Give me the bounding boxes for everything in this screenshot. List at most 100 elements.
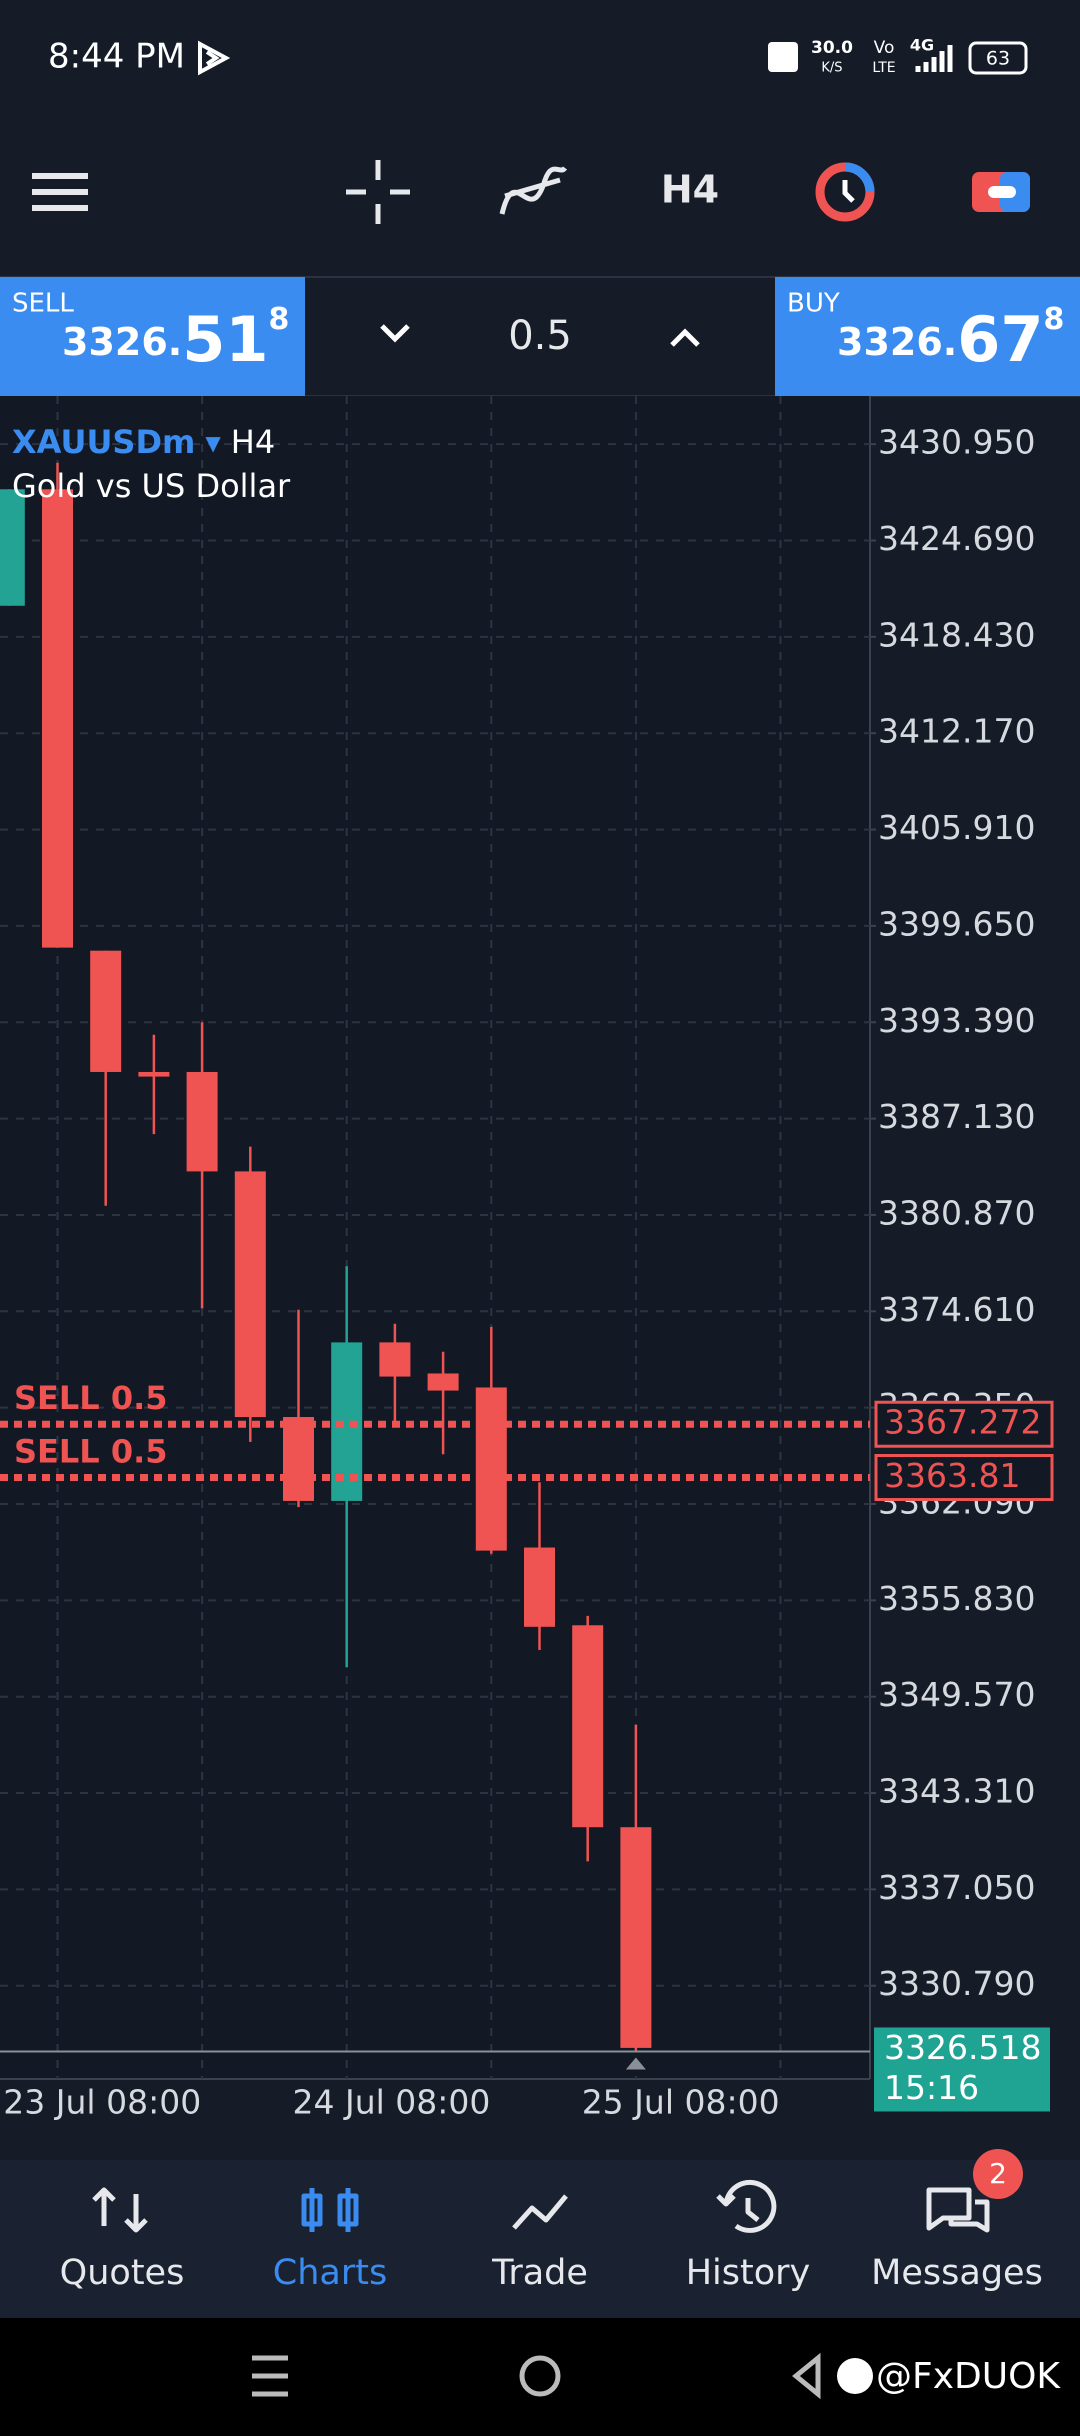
current-price-label: 3326.518 [884,2028,1041,2067]
sell-price-main: 3326. [62,320,182,364]
nav-items: Quotes Charts Trade History Messages 2 [60,2149,1043,2293]
order-label[interactable]: SELL 0.5 [14,1433,168,1471]
buy-button[interactable] [775,277,1080,396]
x-tick-label: 24 Jul 08:00 [293,2083,491,2122]
x-tick-label: 25 Jul 08:00 [582,2083,780,2122]
candle-body [572,1625,604,1828]
candle-body [379,1342,411,1377]
current-marker [625,2057,646,2070]
y-tick-label: 3387.130 [878,1097,1035,1136]
sell-price-big: 51 [182,303,268,376]
status-network: 4G [910,36,934,55]
system-bar [0,2318,1080,2436]
nav-label[interactable]: History [686,2253,811,2293]
candle-body [620,1827,652,2048]
symbol[interactable]: XAUUSDm [12,423,195,461]
sell-price: 3326.518 [62,302,289,377]
y-tick-label: 3343.310 [878,1772,1035,1811]
back-button[interactable] [792,2352,821,2400]
candle-body [427,1373,459,1391]
volume-down[interactable] [380,324,410,343]
nav-icon [301,2188,359,2232]
y-tick-label: 3430.950 [878,423,1035,462]
current-price-box [874,2027,1050,2112]
badge-count: 2 [989,2157,1007,2190]
order-price-label: 3367.272 [884,1403,1041,1442]
timeframe-button[interactable]: H4 [661,168,719,212]
nav-label[interactable]: Trade [491,2253,588,2293]
candle-body [42,489,73,948]
status-speed-unit: K/S [821,61,842,76]
y-tick-label: 3405.910 [878,808,1035,847]
watermark: @FxDUOK [876,2356,1061,2397]
status-time: 8:44 PM [48,37,185,77]
nav-icon [926,2187,990,2233]
chart-header: XAUUSDm ▼ H4 [12,423,275,461]
candle-body [0,489,25,606]
y-tick-label: 3349.570 [878,1675,1035,1714]
buy-price-big: 67 [957,303,1043,376]
volume-up[interactable] [670,328,700,347]
chart-subtitle: Gold vs US Dollar [12,467,291,505]
buy-price-sup: 8 [1043,302,1064,337]
buy-price: 3326.678 [837,302,1064,377]
menu-button[interactable] [32,173,88,211]
nav-icon [716,2179,777,2233]
candle-body [90,950,122,1072]
bottom-nav [0,2160,1080,2318]
indicators-button[interactable] [499,166,568,215]
candle-body [234,1171,266,1418]
buy-label: BUY [787,289,840,319]
status-speed: 30.0 [811,38,853,58]
battery-icon [968,41,1028,75]
facebook-icon [837,2358,873,2394]
objects-button-hand [842,180,855,203]
chart: 3430.950 3424.690 3418.430 3412.170 3405.910… [0,396,1054,2122]
order-price-box[interactable] [874,1454,1054,1502]
volume[interactable]: 0.5 [508,313,572,359]
sell-button[interactable] [0,277,305,396]
objects-button-arc [844,162,875,193]
status-icon [198,40,231,76]
crosshair-button[interactable] [346,160,410,224]
candle-body [524,1547,555,1627]
nav-icon [92,2187,148,2233]
sell-label: SELL [12,289,74,319]
home-button[interactable] [519,2355,561,2397]
nav-label[interactable]: Messages [871,2253,1043,2293]
status-volte: Vo [874,38,895,58]
order-price-box[interactable] [874,1400,1054,1448]
candle-body [186,1071,218,1172]
y-tick-label: 3399.650 [878,904,1035,943]
symbol-caret: ▼ [205,431,221,455]
nav-label[interactable]: Charts [273,2253,387,2293]
recents-button[interactable] [252,2355,288,2397]
candle-body [138,1071,170,1077]
badge [973,2149,1023,2199]
x-tick-label: 23 Jul 08:00 [3,2083,201,2122]
y-tick-label: 3337.050 [878,1868,1035,1907]
order-price-label: 3363.81 [884,1456,1020,1495]
y-tick-label: 3393.390 [878,1001,1035,1040]
chart-timeframe: H4 [231,423,275,461]
signal-icon [915,45,953,72]
sell-price-sup: 8 [268,302,289,337]
y-tick-label: 3418.430 [878,615,1035,654]
status-lte: LTE [872,60,895,76]
chart-area [0,396,870,2079]
nav-icon [512,2194,568,2230]
current-time-label: 15:16 [884,2068,979,2107]
y-tick-label: 3380.870 [878,1193,1035,1232]
nfc-icon [768,42,798,72]
y-tick-label: 3330.790 [878,1964,1035,2003]
nav-label[interactable]: Quotes [60,2253,185,2293]
battery-level: 63 [986,48,1010,70]
y-tick-label: 3424.690 [878,519,1035,558]
y-tick-label: 3355.830 [878,1579,1035,1618]
candle-body [475,1387,507,1551]
order-label[interactable]: SELL 0.5 [14,1379,168,1417]
y-tick-label: 3412.170 [878,712,1035,751]
buy-price-main: 3326. [837,320,957,364]
